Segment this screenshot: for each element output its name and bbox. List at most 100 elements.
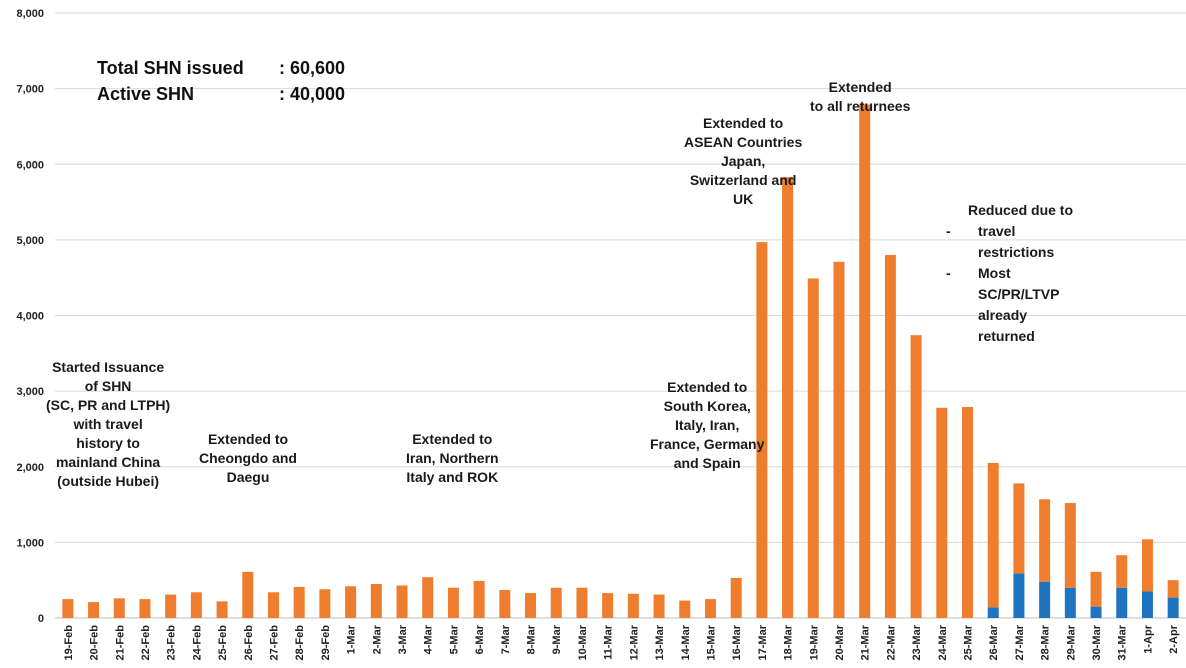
bar	[422, 577, 434, 618]
annotation-asean: Extended to ASEAN Countries Japan, Switz…	[684, 115, 803, 207]
y-tick-label: 1,000	[16, 537, 44, 549]
bar	[1013, 573, 1025, 618]
bar	[653, 594, 665, 618]
y-tick-label: 6,000	[16, 159, 44, 171]
bar	[730, 577, 742, 618]
bar	[627, 593, 639, 618]
y-tick-label: 5,000	[16, 235, 44, 247]
bar	[1039, 581, 1051, 618]
bar	[139, 599, 151, 618]
active-shn-value: : 40,000	[279, 84, 346, 104]
x-tick-label: 23-Feb	[166, 625, 178, 661]
y-tick-label: 4,000	[16, 311, 44, 323]
annotation-iran: Extended to Iran, Northern Italy and ROK	[406, 431, 499, 485]
bar	[576, 587, 588, 618]
bar	[1064, 503, 1076, 588]
bar	[370, 583, 382, 618]
x-tick-label: 25-Feb	[217, 625, 229, 661]
shn-summary: Total SHN issued : 60,600 Active SHN : 4…	[97, 55, 345, 107]
annotation-daegu: Extended to Cheongdo and Daegu	[199, 431, 297, 485]
bar	[473, 580, 485, 618]
bar	[190, 592, 202, 618]
x-tick-label: 28-Feb	[294, 625, 306, 661]
x-tick-label: 11-Mar	[603, 624, 615, 660]
x-tick-label: 22-Feb	[140, 625, 152, 661]
bar	[499, 590, 511, 618]
x-tick-label: 27-Feb	[268, 625, 280, 661]
x-tick-label: 3-Mar	[397, 624, 409, 654]
x-tick-label: 26-Feb	[243, 625, 255, 661]
bar	[884, 255, 896, 618]
x-tick-label: 19-Feb	[63, 625, 75, 661]
bar	[345, 586, 357, 618]
bar	[525, 593, 537, 618]
annotation-reduced: Reduced due to - travel restrictions - M…	[946, 202, 1098, 347]
bar	[1167, 597, 1179, 618]
bar	[807, 278, 819, 618]
bar	[1141, 591, 1153, 618]
annotation-all-returnees: Extended to all returnees	[810, 79, 911, 114]
x-tick-label: 24-Mar	[937, 624, 949, 660]
bar	[1141, 539, 1153, 592]
bar	[910, 335, 922, 618]
x-tick-label: 13-Mar	[654, 624, 666, 660]
bar	[704, 599, 716, 618]
x-tick-label: 30-Mar	[1091, 624, 1103, 660]
bar	[267, 592, 279, 618]
x-tick-label: 28-Mar	[1040, 624, 1052, 660]
x-tick-label: 20-Mar	[834, 624, 846, 660]
y-tick-label: 3,000	[16, 386, 44, 398]
reduced-bullet: - Most SC/PR/LTVP already returned	[946, 265, 1060, 344]
x-tick-label: 12-Mar	[628, 624, 640, 660]
x-tick-label: 23-Mar	[911, 624, 923, 660]
total-shn-label: Total SHN issued	[97, 58, 244, 78]
annotation-europe: Extended to South Korea, Italy, Iran, Fr…	[650, 379, 765, 471]
x-tick-label: 2-Mar	[371, 624, 383, 654]
y-tick-label: 2,000	[16, 462, 44, 474]
bar	[1013, 483, 1025, 574]
bar	[1064, 587, 1076, 618]
bar	[293, 586, 305, 618]
bar	[550, 587, 562, 618]
x-tick-label: 29-Feb	[320, 625, 332, 661]
bar	[782, 177, 794, 618]
bar	[1167, 580, 1179, 598]
x-tick-label: 16-Mar	[731, 624, 743, 660]
x-tick-label: 10-Mar	[577, 624, 589, 660]
bar	[936, 407, 948, 618]
bar	[987, 607, 999, 618]
annotation-china: Started Issuance of SHN (SC, PR and LTPH…	[46, 359, 171, 489]
x-tick-label: 26-Mar	[988, 624, 1000, 660]
bar	[859, 104, 871, 619]
reduced-bullet: - travel restrictions	[946, 223, 1055, 260]
bar	[396, 585, 408, 618]
bar	[756, 242, 768, 619]
x-tick-label: 21-Mar	[860, 624, 872, 660]
bar	[962, 407, 974, 618]
x-tick-label: 9-Mar	[551, 624, 563, 654]
x-tick-label: 14-Mar	[680, 624, 692, 660]
bar	[1116, 555, 1128, 588]
x-tick-label: 18-Mar	[783, 624, 795, 660]
x-tick-label: 17-Mar	[757, 624, 769, 660]
x-tick-label: 25-Mar	[963, 624, 975, 660]
reduced-heading: Reduced due to	[968, 202, 1074, 218]
bar	[1090, 571, 1102, 607]
x-tick-label: 5-Mar	[448, 624, 460, 654]
bar	[216, 601, 228, 618]
x-tick-label: 24-Feb	[191, 625, 203, 661]
x-tick-label: 15-Mar	[705, 624, 717, 660]
x-tick-label: 6-Mar	[474, 624, 486, 654]
x-tick-label: 29-Mar	[1065, 624, 1077, 660]
bar	[1090, 606, 1102, 618]
bar	[833, 261, 845, 618]
x-tick-label: 19-Mar	[808, 624, 820, 660]
x-tick-label: 8-Mar	[526, 624, 538, 654]
bar	[447, 587, 459, 618]
x-tick-label: 1-Apr	[1142, 624, 1154, 653]
x-tick-label: 31-Mar	[1117, 624, 1129, 660]
bar	[679, 600, 691, 618]
x-tick-label: 1-Mar	[346, 624, 358, 654]
bar	[602, 593, 614, 618]
bar	[319, 589, 331, 618]
